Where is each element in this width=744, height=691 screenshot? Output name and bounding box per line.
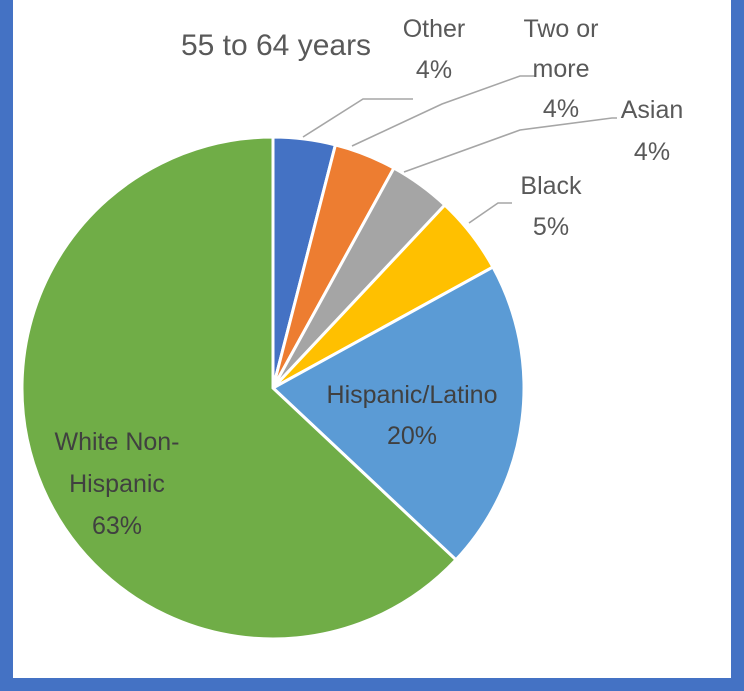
leader-line-black (468, 202, 512, 224)
leader-line-two-or-more (351, 75, 535, 147)
data-label-two-or-more-name-line1: Two or (523, 15, 598, 43)
pie-slices (20, 135, 526, 641)
leader-line-other (302, 98, 413, 138)
data-label-hispanic-latino-name: Hispanic/Latino (327, 381, 498, 409)
data-label-white-non-hispanic-value: 63% (92, 512, 142, 540)
leader-line-asian (403, 117, 617, 173)
data-label-black-value: 5% (533, 213, 569, 241)
data-label-two-or-more-name-line2: more (533, 55, 590, 83)
pie-slice-white-non-hispanic (20, 135, 459, 641)
data-label-white-non-hispanic-name-line1: White Non- (54, 428, 179, 456)
data-label-white-non-hispanic-name-line2: Hispanic (69, 470, 165, 498)
data-label-other-value: 4% (416, 56, 452, 84)
data-label-two-or-more-value: 4% (543, 95, 579, 123)
data-label-hispanic-latino-value: 20% (387, 422, 437, 450)
pie-slice-hispanic-latino (270, 265, 526, 562)
chart-title: 55 to 64 years (181, 29, 371, 62)
data-label-black-name: Black (520, 172, 582, 200)
data-label-asian-value: 4% (634, 138, 670, 166)
leader-lines (302, 75, 617, 224)
data-label-asian-name: Asian (621, 96, 684, 124)
data-label-other-name: Other (403, 15, 466, 43)
